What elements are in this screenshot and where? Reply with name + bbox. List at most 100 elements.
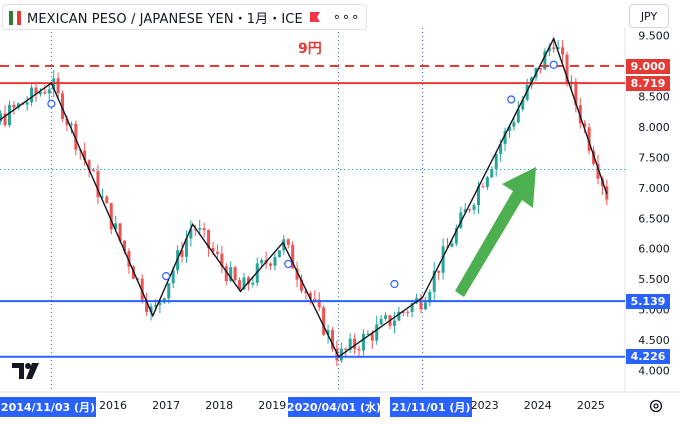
- date-tag-2: 21/11/01 (月): [390, 397, 472, 417]
- candle-body-96: [366, 333, 370, 335]
- candle-body-32: [83, 150, 87, 161]
- time-tick-1: 2017: [152, 399, 180, 412]
- candle-body-141: [565, 54, 569, 84]
- trend-arrow: [455, 167, 536, 297]
- candle-body-17: [16, 103, 20, 108]
- candle-body-145: [583, 123, 587, 128]
- candle-body-40: [118, 223, 122, 241]
- candle-body-99: [379, 318, 383, 325]
- price-tick-6: 6.000: [638, 243, 670, 256]
- price-tag-0: 9.000: [626, 58, 670, 74]
- candle-body-111: [432, 270, 436, 292]
- candle-body-72: [260, 259, 264, 264]
- candle-body-48: [153, 304, 157, 307]
- candle-body-37: [105, 196, 109, 204]
- candle-body-67: [238, 280, 242, 290]
- candle-body-124: [490, 169, 494, 178]
- candle-body-125: [494, 153, 498, 170]
- candle-body-123: [485, 177, 489, 188]
- candle-body-112: [437, 270, 441, 273]
- candle-body-106: [410, 303, 414, 313]
- price-tick-5: 6.500: [638, 212, 670, 225]
- candle-body-61: [211, 247, 215, 252]
- zigzag-marker-0: [47, 99, 56, 108]
- symbol-title: MEXICAN PESO / JAPANESE YEN・1月・ICE: [27, 11, 303, 27]
- candle-body-138: [552, 47, 556, 49]
- candle-body-146: [587, 127, 591, 151]
- candle-body-59: [202, 228, 206, 231]
- candle-body-38: [109, 203, 113, 230]
- more-dots-icon[interactable]: ∘∘∘: [332, 9, 361, 25]
- candle-body-115: [450, 243, 454, 247]
- candle-body-20: [30, 87, 34, 103]
- candle-body-116: [454, 227, 458, 244]
- candle-body-148: [596, 163, 600, 179]
- settings-gear-icon[interactable]: [648, 398, 664, 414]
- candle-body-86: [322, 307, 326, 335]
- candle-body-79: [291, 244, 295, 269]
- flag-tag-icon[interactable]: [309, 8, 321, 27]
- candle-body-147: [592, 150, 596, 164]
- candle-body-81: [300, 279, 304, 291]
- zigzag-line: [0, 36, 608, 358]
- candle-body-91: [344, 348, 348, 350]
- time-tick-5: 2024: [524, 399, 552, 412]
- candle-body-14: [3, 113, 7, 126]
- price-tick-7: 5.500: [638, 273, 670, 286]
- candle-body-55: [184, 238, 188, 257]
- candle-body-28: [65, 118, 69, 125]
- candle-body-137: [547, 47, 551, 52]
- price-tag-2: 5.139: [626, 293, 670, 309]
- candle-body-97: [370, 333, 374, 341]
- tradingview-logo-icon[interactable]: [12, 361, 42, 379]
- candle-body-16: [12, 104, 16, 108]
- candle-body-105: [406, 311, 410, 313]
- candle-body-78: [286, 239, 290, 245]
- candle-body-103: [397, 311, 401, 321]
- price-tick-2: 8.000: [638, 121, 670, 134]
- currency-selector[interactable]: JPY: [629, 4, 669, 28]
- candle-body-80: [295, 268, 299, 280]
- candle-body-60: [207, 230, 211, 248]
- candle-body-127: [503, 130, 507, 145]
- price-tick-0: 9.500: [638, 30, 670, 43]
- date-tag-0: 2014/11/03 (月): [0, 397, 96, 417]
- candle-body-30: [74, 123, 78, 150]
- zigzag-marker-2: [284, 259, 293, 269]
- price-tick-1: 8.500: [638, 90, 670, 103]
- candle-body-129: [512, 122, 516, 127]
- annotation-nine-yen: 9円: [298, 41, 322, 57]
- zigzag-marker-3: [390, 279, 399, 289]
- candle-body-131: [521, 99, 525, 110]
- price-tick-9: 4.500: [638, 334, 670, 347]
- candle-body-143: [574, 81, 578, 106]
- time-tick-6: 2025: [577, 399, 605, 412]
- time-tick-2: 2018: [205, 399, 233, 412]
- candle-body-108: [419, 298, 423, 310]
- candle-body-140: [561, 47, 565, 55]
- candle-body-121: [477, 186, 481, 206]
- candle-body-122: [481, 186, 485, 188]
- zigzag-marker-4: [507, 95, 516, 104]
- candle-body-87: [326, 330, 330, 335]
- candle-body-34: [92, 170, 96, 172]
- candle-body-15: [7, 104, 11, 126]
- candle-body-56: [189, 229, 193, 239]
- zigzag-marker-1: [162, 272, 171, 281]
- candle-body-92: [348, 338, 352, 350]
- candle-body-33: [87, 160, 91, 171]
- candle-body-62: [215, 251, 219, 254]
- candle-body-117: [459, 212, 463, 228]
- candle-body-109: [423, 302, 427, 310]
- symbol-title-bar[interactable]: MEXICAN PESO / JAPANESE YEN・1月・ICE ∘∘∘: [2, 4, 368, 30]
- candle-body-26: [56, 78, 60, 94]
- candle-body-135: [538, 68, 542, 70]
- candle-body-35: [96, 171, 100, 198]
- candle-body-104: [401, 311, 405, 313]
- candle-body-58: [198, 228, 202, 230]
- candle-body-22: [38, 91, 42, 95]
- candle-body-21: [34, 87, 38, 95]
- candle-body-75: [273, 257, 277, 266]
